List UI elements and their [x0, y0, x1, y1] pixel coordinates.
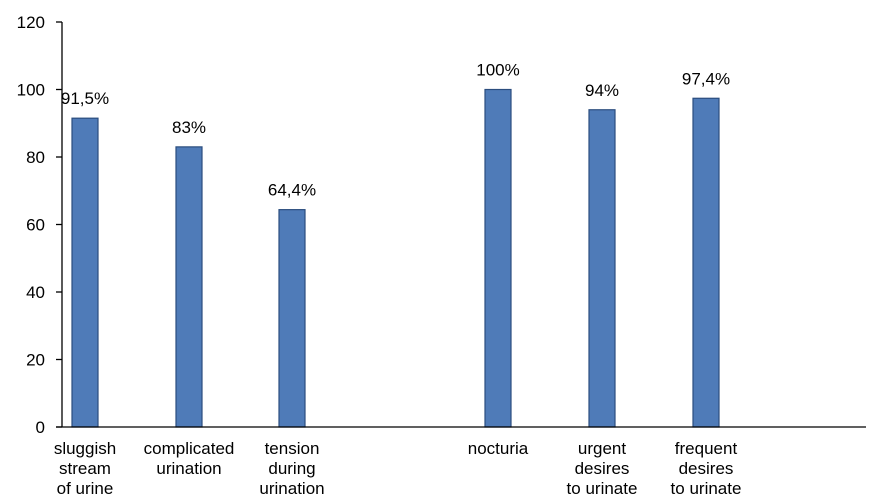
- y-tick-label: 100: [17, 81, 45, 100]
- data-label: 83%: [172, 118, 206, 137]
- bar: [278, 209, 306, 428]
- category-label: tension during urination: [259, 439, 324, 498]
- bars: [71, 88, 720, 428]
- data-label: 91,5%: [61, 89, 109, 108]
- y-axis-ticks: 0 20 40 60 80 100 120: [17, 13, 62, 437]
- data-label: 94%: [585, 81, 619, 100]
- y-tick-label: 20: [26, 351, 45, 370]
- data-label: 97,4%: [682, 69, 730, 88]
- bar: [175, 146, 203, 428]
- data-label: 100%: [476, 61, 519, 80]
- y-tick-label: 60: [26, 216, 45, 235]
- category-label: nocturia: [468, 439, 529, 458]
- bar: [692, 97, 720, 428]
- category-label: sluggish stream of urine: [54, 439, 116, 498]
- y-tick-label: 0: [36, 418, 45, 437]
- data-label: 64,4%: [268, 181, 316, 200]
- category-labels: sluggish stream of urine complicated urinati…: [54, 439, 742, 498]
- data-labels: 91,5% 83% 64,4% 100% 94% 97,4%: [61, 61, 730, 200]
- bar: [588, 109, 616, 428]
- bar: [484, 88, 512, 428]
- y-tick-label: 120: [17, 13, 45, 32]
- bar: [71, 117, 99, 428]
- category-label: frequent desires to urinate: [671, 439, 742, 498]
- y-tick-label: 40: [26, 283, 45, 302]
- y-tick-label: 80: [26, 148, 45, 167]
- category-label: urgent desires to urinate: [567, 439, 638, 498]
- category-label: complicated urination: [144, 439, 235, 478]
